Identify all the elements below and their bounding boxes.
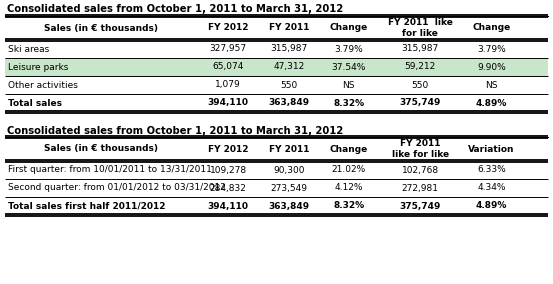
Text: Consolidated sales from October 1, 2011 to March 31, 2012: Consolidated sales from October 1, 2011 … (7, 126, 343, 135)
Text: Leisure parks: Leisure parks (8, 62, 69, 72)
Text: 394,110: 394,110 (208, 202, 249, 210)
Text: 3.79%: 3.79% (335, 45, 363, 53)
Text: 47,312: 47,312 (273, 62, 305, 72)
Text: 9.90%: 9.90% (477, 62, 506, 72)
Text: Ski areas: Ski areas (8, 45, 49, 53)
Text: 3.79%: 3.79% (477, 45, 506, 53)
Text: 272,981: 272,981 (401, 183, 439, 193)
Text: Consolidated sales from October 1, 2011 to March 31, 2012: Consolidated sales from October 1, 2011 … (7, 5, 343, 14)
Text: Change: Change (330, 145, 368, 153)
Text: Total sales: Total sales (8, 99, 62, 108)
Text: 315,987: 315,987 (401, 45, 439, 53)
Text: Sales (in € thousands): Sales (in € thousands) (44, 24, 158, 32)
Text: Change: Change (472, 24, 510, 32)
Text: 4.89%: 4.89% (476, 99, 507, 108)
Text: 375,749: 375,749 (399, 99, 441, 108)
Text: 273,549: 273,549 (270, 183, 307, 193)
Text: 102,768: 102,768 (401, 166, 439, 174)
Text: 550: 550 (280, 80, 298, 89)
Text: NS: NS (342, 80, 355, 89)
Text: NS: NS (486, 80, 498, 89)
Text: 90,300: 90,300 (273, 166, 305, 174)
Text: FY 2012: FY 2012 (208, 145, 248, 153)
Text: 59,212: 59,212 (404, 62, 436, 72)
Text: 37.54%: 37.54% (332, 62, 366, 72)
Text: 550: 550 (411, 80, 429, 89)
Text: 363,849: 363,849 (268, 202, 310, 210)
Text: 284,832: 284,832 (210, 183, 247, 193)
Text: Total sales first half 2011/2012: Total sales first half 2011/2012 (8, 202, 165, 210)
Text: 65,074: 65,074 (212, 62, 244, 72)
Text: FY 2011: FY 2011 (269, 145, 309, 153)
Text: Variation: Variation (468, 145, 515, 153)
Text: FY 2011  like
for like: FY 2011 like for like (388, 18, 452, 38)
Text: 6.33%: 6.33% (477, 166, 506, 174)
Text: Sales (in € thousands): Sales (in € thousands) (44, 145, 158, 153)
Text: 4.12%: 4.12% (335, 183, 363, 193)
Text: 4.34%: 4.34% (477, 183, 506, 193)
Text: 8.32%: 8.32% (333, 202, 364, 210)
Text: 8.32%: 8.32% (333, 99, 364, 108)
Text: 394,110: 394,110 (208, 99, 249, 108)
Text: 109,278: 109,278 (210, 166, 247, 174)
Text: FY 2012: FY 2012 (208, 24, 248, 32)
Text: Change: Change (330, 24, 368, 32)
Text: Other activities: Other activities (8, 80, 78, 89)
Text: 375,749: 375,749 (399, 202, 441, 210)
Text: 363,849: 363,849 (268, 99, 310, 108)
Bar (5, 58, 548, 76)
Text: 327,957: 327,957 (210, 45, 247, 53)
Text: 315,987: 315,987 (270, 45, 307, 53)
Text: 1,079: 1,079 (215, 80, 241, 89)
Text: 21.02%: 21.02% (332, 166, 366, 174)
Text: Second quarter: from 01/01/2012 to 03/31/2012: Second quarter: from 01/01/2012 to 03/31… (8, 183, 226, 193)
Text: First quarter: from 10/01/2011 to 13/31/2011: First quarter: from 10/01/2011 to 13/31/… (8, 166, 212, 174)
Text: 4.89%: 4.89% (476, 202, 507, 210)
Text: FY 2011
like for like: FY 2011 like for like (392, 139, 448, 159)
Text: FY 2011: FY 2011 (269, 24, 309, 32)
